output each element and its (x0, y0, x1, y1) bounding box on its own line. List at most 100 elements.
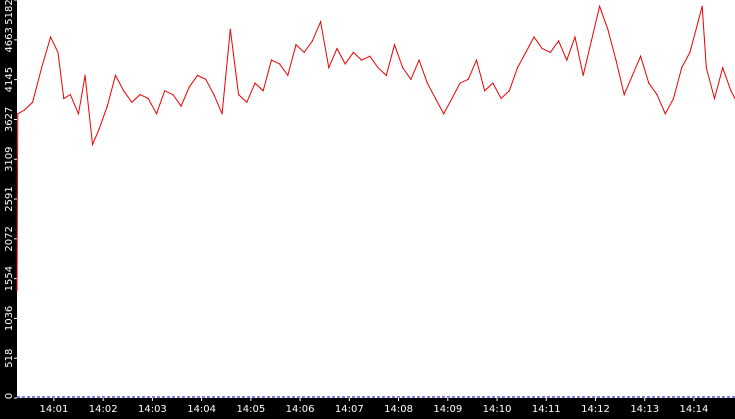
y-tick-label: 4145 (4, 67, 15, 92)
series-point (91, 143, 94, 146)
series-point (701, 5, 703, 7)
x-tick-label: 14:11 (532, 404, 561, 415)
series-point (188, 86, 190, 88)
series-point (106, 105, 108, 107)
series-point (492, 82, 494, 84)
series-point (574, 36, 576, 38)
series-point (705, 67, 707, 69)
series-point (320, 21, 322, 23)
series-point (459, 82, 461, 84)
series-point (172, 94, 174, 96)
x-tick-label: 14:06 (286, 404, 315, 415)
series-point (656, 94, 658, 96)
series-point (410, 78, 412, 80)
series-point (352, 51, 354, 54)
series-point (558, 40, 560, 42)
series-point (180, 105, 182, 107)
series-point (566, 59, 568, 61)
x-tick-label: 14:07 (335, 404, 364, 415)
x-tick-label: 14:13 (630, 404, 659, 415)
series-point (69, 94, 71, 96)
y-axis: 0 518 1036 1554 2072 2591 3109 3627 4145 4663 5182 (4, 0, 17, 399)
series-point (402, 67, 404, 69)
series-point (681, 67, 683, 69)
series-point (246, 101, 248, 103)
series-point (508, 90, 510, 92)
y-tick-label: 2072 (4, 226, 15, 251)
series-point (63, 97, 65, 100)
series-point (139, 94, 141, 96)
series-point (328, 67, 330, 69)
series-line (16, 4, 735, 291)
y-tick-label: 518 (4, 349, 15, 368)
x-tick-label: 14:10 (483, 404, 512, 415)
series-point (131, 101, 133, 103)
series-point (607, 28, 609, 30)
series-point (147, 97, 149, 100)
series-point (516, 67, 519, 69)
series-point (205, 78, 207, 80)
series-point (664, 113, 666, 115)
y-tick-label: 2591 (4, 186, 15, 211)
series-point (713, 97, 716, 100)
series-points (16, 5, 735, 292)
series-point (434, 97, 437, 100)
series-point (295, 44, 297, 46)
series-point (84, 74, 86, 76)
x-axis: 14:01 14:02 14:03 14:04 14:05 14:06 14:07 14:08… (40, 398, 709, 415)
series-point (221, 113, 223, 115)
series-point (672, 97, 675, 100)
series-point (525, 51, 527, 54)
y-tick-label: 1036 (4, 306, 15, 331)
series-point (229, 28, 231, 30)
series-point (689, 51, 691, 54)
series-point (164, 90, 166, 92)
series-point (50, 36, 52, 38)
series-point (590, 40, 593, 42)
series-point (418, 59, 420, 61)
series-point (648, 82, 650, 84)
series-point (599, 5, 601, 7)
x-tick-label: 14:14 (680, 404, 709, 415)
series-point (582, 74, 584, 76)
series-point (467, 78, 469, 80)
series-point (475, 59, 478, 61)
x-tick-label: 14:04 (187, 404, 216, 415)
series-point (77, 113, 80, 115)
plot-area (17, 0, 735, 398)
series-point (631, 74, 634, 76)
series-point (533, 36, 535, 38)
series-point (426, 82, 428, 84)
series-point (615, 59, 617, 61)
series-point (303, 51, 305, 54)
y-tick-label: 0 (4, 393, 15, 399)
x-tick-label: 14:02 (89, 404, 118, 415)
series-point (484, 90, 486, 92)
series-point (451, 97, 453, 100)
y-tick-label: 1554 (4, 266, 15, 291)
x-tick-label: 14:09 (433, 404, 462, 415)
series-point (238, 94, 240, 96)
series-point (697, 21, 699, 23)
x-tick-label: 14:03 (138, 404, 167, 415)
series-point (98, 128, 100, 130)
series-point (722, 67, 724, 69)
series-point (213, 94, 215, 96)
series-point (369, 55, 371, 57)
series-point (500, 97, 502, 100)
series-point (23, 109, 25, 111)
y-tick-label: 3109 (4, 146, 15, 171)
series-point (41, 67, 43, 69)
series-point (16, 289, 18, 292)
series-point (393, 44, 396, 46)
series-point (361, 59, 363, 61)
series-point (640, 55, 642, 57)
x-tick-label: 14:08 (384, 404, 413, 415)
series-point (385, 74, 387, 76)
series-point (541, 47, 543, 50)
y-tick-label: 4663 (4, 27, 15, 52)
series-point (344, 63, 346, 65)
series-point (31, 101, 34, 103)
x-tick-label: 14:05 (236, 404, 265, 415)
